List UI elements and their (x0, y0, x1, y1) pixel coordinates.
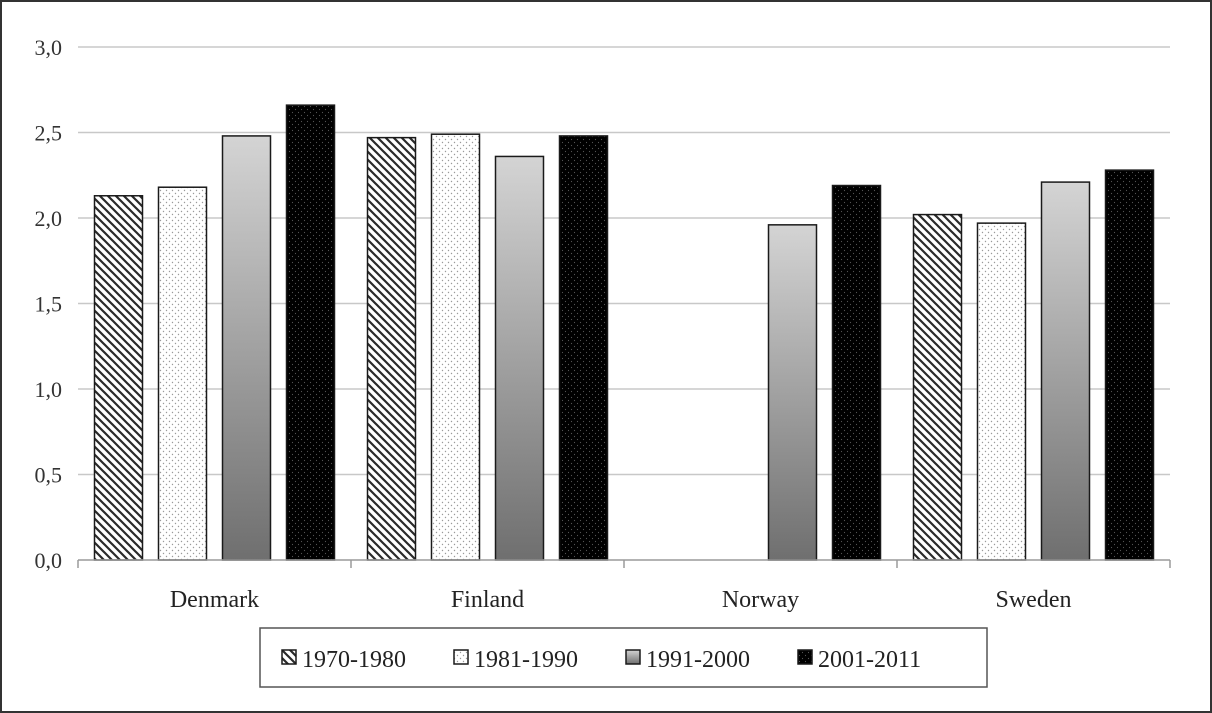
bar-finland-1991-2000 (494, 155, 545, 561)
legend-swatch (625, 649, 641, 665)
y-tick-label: 1,0 (35, 377, 63, 402)
legend-label: 1991-2000 (646, 647, 750, 673)
bar-sweden-1981-1990 (976, 222, 1027, 561)
bar-finland-1981-1990 (430, 133, 481, 561)
bar-norway-2001-2011 (831, 184, 882, 561)
y-tick-label: 0,5 (35, 463, 63, 488)
bar-denmark-1970-1980 (93, 195, 144, 561)
y-tick-label: 2,5 (35, 121, 63, 146)
legend-label: 2001-2011 (818, 647, 921, 673)
bar-sweden-1991-2000 (1040, 181, 1091, 561)
y-tick-label: 2,0 (35, 206, 63, 231)
legend-box (259, 627, 988, 688)
y-tick-label: 1,5 (35, 292, 63, 317)
bar-sweden-2001-2011 (1104, 169, 1155, 561)
bar-denmark-1991-2000 (221, 135, 272, 561)
legend-label: 1981-1990 (474, 647, 578, 673)
bar-finland-1970-1980 (366, 136, 417, 561)
legend: 1970-1980 1981-1990 1991-2000 2001-2011 (259, 627, 988, 688)
bar-denmark-1981-1990 (157, 186, 208, 561)
x-category-label: Denmark (170, 587, 259, 613)
y-axis-ticks: 0,0 0,5 1,0 1,5 2,0 2,5 3,0 (35, 35, 63, 573)
bar-norway-1991-2000 (767, 224, 818, 561)
bar-denmark-2001-2011 (285, 104, 336, 561)
bar-finland-2001-2011 (558, 135, 609, 561)
legend-swatch (797, 649, 813, 665)
legend-swatch (453, 649, 469, 665)
legend-label: 1970-1980 (302, 647, 406, 673)
y-tick-label: 0,0 (35, 548, 63, 573)
x-category-label: Sweden (996, 587, 1072, 613)
bars (93, 104, 1155, 561)
bar-sweden-1970-1980 (912, 213, 963, 561)
x-category-label: Norway (722, 587, 799, 613)
x-axis: Denmark Finland Norway Sweden (77, 559, 1171, 613)
x-category-label: Finland (451, 587, 524, 613)
y-tick-label: 3,0 (35, 35, 63, 60)
legend-swatch (281, 649, 297, 665)
